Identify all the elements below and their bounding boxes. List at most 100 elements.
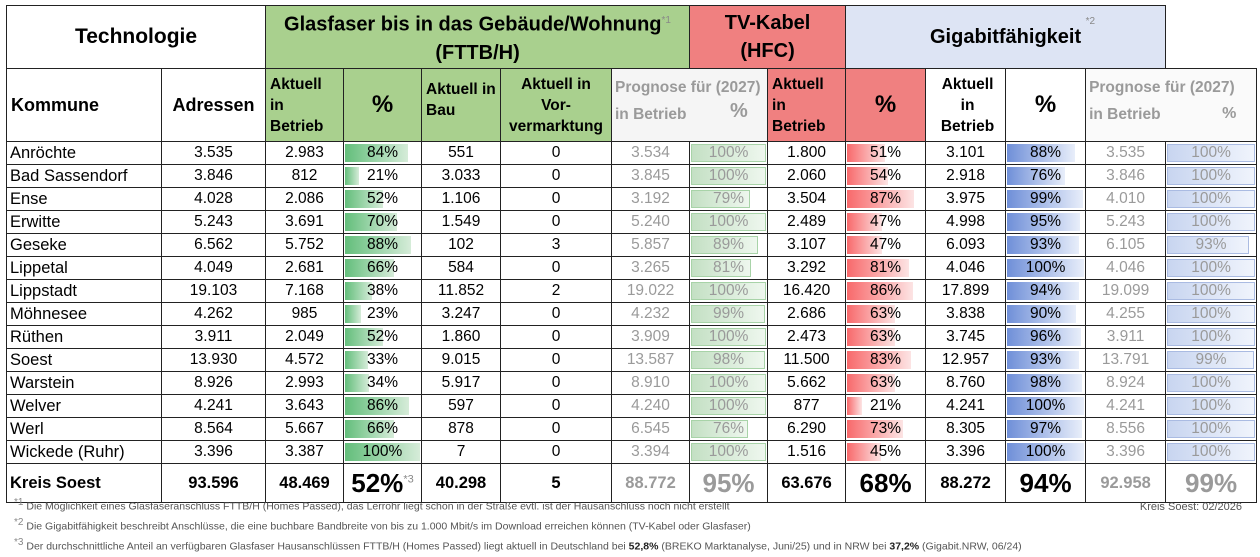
bau-cell: 551 [421, 141, 501, 165]
giga-prognose-cell: 3.846 [1085, 164, 1167, 188]
giga-pct-cell: 99% [1005, 187, 1087, 211]
vor-cell: 0 [500, 141, 612, 165]
tv-pct-cell-value: 47% [870, 213, 902, 230]
glas-prognose-pct-cell-value: 100% [708, 397, 749, 414]
giga-prognose-pct-cell-value: 100% [1191, 420, 1231, 437]
glas-prognose-cell: 6.545 [610, 417, 691, 441]
giga-prognose-pct-cell-value: 100% [1191, 213, 1231, 230]
glas-pct-cell-bar [345, 328, 384, 346]
total-adressen: 93.596 [161, 463, 266, 503]
glas-pct-cell-value: 23% [366, 305, 399, 322]
giga-cell: 12.957 [925, 348, 1007, 372]
kommune-header: Kommune [6, 68, 162, 142]
table-row: Anröchte 3.535 2.983 84% 551 0 3.534 100% 1.800 5… [6, 141, 1258, 165]
giga-prognose-cell: 8.556 [1085, 417, 1167, 441]
giga-cell: 4.241 [925, 394, 1007, 418]
glas-pct-cell-bar [345, 282, 373, 300]
giga-prognose-pct-cell-value: 100% [1191, 328, 1231, 345]
giga-cell: 17.899 [925, 279, 1007, 303]
giga-pct-cell: 97% [1005, 417, 1087, 441]
tv-pct-cell-value: 83% [870, 351, 902, 368]
kommune-cell: Wickede (Ruhr) [6, 440, 162, 464]
giga-pct-cell-bar [1007, 305, 1077, 323]
giga-prognose-cell: 3.911 [1085, 325, 1167, 349]
giga-prognose-cell: 4.046 [1085, 256, 1167, 280]
giga-prognose-pct-cell: 99% [1165, 348, 1258, 372]
glas-aktuell-cell: 3.691 [265, 210, 344, 234]
giga-pct-cell: 100% [1005, 440, 1087, 464]
giga-pct-cell-bar [1007, 420, 1082, 438]
giga-pct-cell-value: 100% [1025, 397, 1066, 414]
giga-prognose-pct-cell: 100% [1165, 187, 1258, 211]
giga-pct-cell: 98% [1005, 371, 1087, 395]
giga-pct-cell-value: 93% [1030, 351, 1062, 368]
adressen-cell: 3.846 [161, 164, 266, 188]
giga-prognose-pct-cell: 100% [1165, 440, 1258, 464]
giga-pct-cell: 93% [1005, 348, 1087, 372]
glas-prognose-cell: 19.022 [610, 279, 691, 303]
glas-prognose-pct-cell-value: 100% [708, 328, 749, 345]
glas-pct-cell-value: 21% [366, 167, 399, 184]
bau-cell: 1.549 [421, 210, 501, 234]
giga-prognose-pct-cell-bar [1167, 236, 1249, 254]
glas-aktuell-header: Aktuell in Betrieb [265, 68, 344, 142]
giga-pct-cell-bar [1007, 328, 1081, 346]
tv-pct-cell-value: 73% [870, 420, 902, 437]
glas-prognose-pct-cell-value: 99% [713, 305, 745, 322]
giga-pct-header: % [1005, 68, 1087, 142]
footnote-marker-3: *3 [403, 472, 414, 485]
adressen-cell: 4.028 [161, 187, 266, 211]
total-giga-prognose: 92.958 [1085, 463, 1167, 503]
kommune-cell: Erwitte [6, 210, 162, 234]
table-row: Soest 13.930 4.572 33% 9.015 0 13.587 98% 11.500… [6, 348, 1258, 372]
tv-title-2: (HFC) [740, 40, 795, 62]
glas-prognose-pct-cell-value: 89% [713, 236, 745, 253]
glas-pct-cell-value: 100% [362, 443, 403, 460]
adressen-cell: 4.262 [161, 302, 266, 326]
giga-pct-cell-value: 76% [1030, 167, 1062, 184]
glas-pct-cell-bar [345, 167, 360, 185]
tv-cell: 2.473 [767, 325, 847, 349]
glas-aktuell-cell: 985 [265, 302, 344, 326]
tv-cell: 3.292 [767, 256, 847, 280]
broadband-table: Technologie Glasfaser bis in das Gebäude… [6, 5, 1258, 503]
giga-prognose-pct-cell: 100% [1165, 256, 1258, 280]
glas-prognose-pct-cell-bar [691, 259, 752, 277]
glas-prognose-pct-cell-value: 100% [708, 443, 749, 460]
tv-pct-cell: 47% [845, 233, 927, 257]
tv-pct-cell-bar [847, 443, 881, 461]
table-row: Möhnesee 4.262 985 23% 3.247 0 4.232 99% 2.686 63… [6, 302, 1258, 326]
vor-cell: 3 [500, 233, 612, 257]
giga-pct-cell-value: 100% [1025, 443, 1066, 460]
tv-pct-cell-value: 47% [870, 236, 902, 253]
giga-pct-cell-bar [1007, 374, 1083, 392]
giga-pct-cell-value: 99% [1030, 190, 1062, 207]
tv-pct-cell: 47% [845, 210, 927, 234]
tv-cell: 16.420 [767, 279, 847, 303]
bau-cell: 1.106 [421, 187, 501, 211]
giga-pct-cell-bar [1007, 190, 1084, 208]
adressen-cell: 4.241 [161, 394, 266, 418]
glas-pct-cell-value: 70% [366, 213, 399, 230]
giga-prognose-pct-cell-bar [1167, 259, 1256, 277]
glas-prognose-pct-cell: 89% [689, 233, 769, 257]
giga-cell: 3.745 [925, 325, 1007, 349]
glas-pct-cell-value: 88% [366, 236, 399, 253]
table-row: Erwitte 5.243 3.691 70% 1.549 0 5.240 100% 2.489… [6, 210, 1258, 234]
giga-prognose-pct-cell-bar [1167, 351, 1255, 369]
adressen-cell: 8.564 [161, 417, 266, 441]
vor-cell: 0 [500, 210, 612, 234]
giga-prognose-pct-cell-value: 100% [1191, 259, 1231, 276]
glas-aktuell-cell: 3.387 [265, 440, 344, 464]
total-bau: 40.298 [421, 463, 501, 503]
total-kommune: Kreis Soest [6, 463, 162, 503]
bau-cell: 878 [421, 417, 501, 441]
total-vor: 5 [500, 463, 612, 503]
kommune-cell: Werl [6, 417, 162, 441]
glas-prognose-pct-cell: 100% [689, 141, 769, 165]
giga-prognose-pct-cell-value: 100% [1191, 305, 1231, 322]
giga-prognose-pct-cell-value: 93% [1195, 236, 1227, 253]
giga-prognose-pct-cell-bar [1167, 397, 1256, 415]
glas-pct-cell-value: 86% [366, 397, 399, 414]
tv-cell: 2.060 [767, 164, 847, 188]
